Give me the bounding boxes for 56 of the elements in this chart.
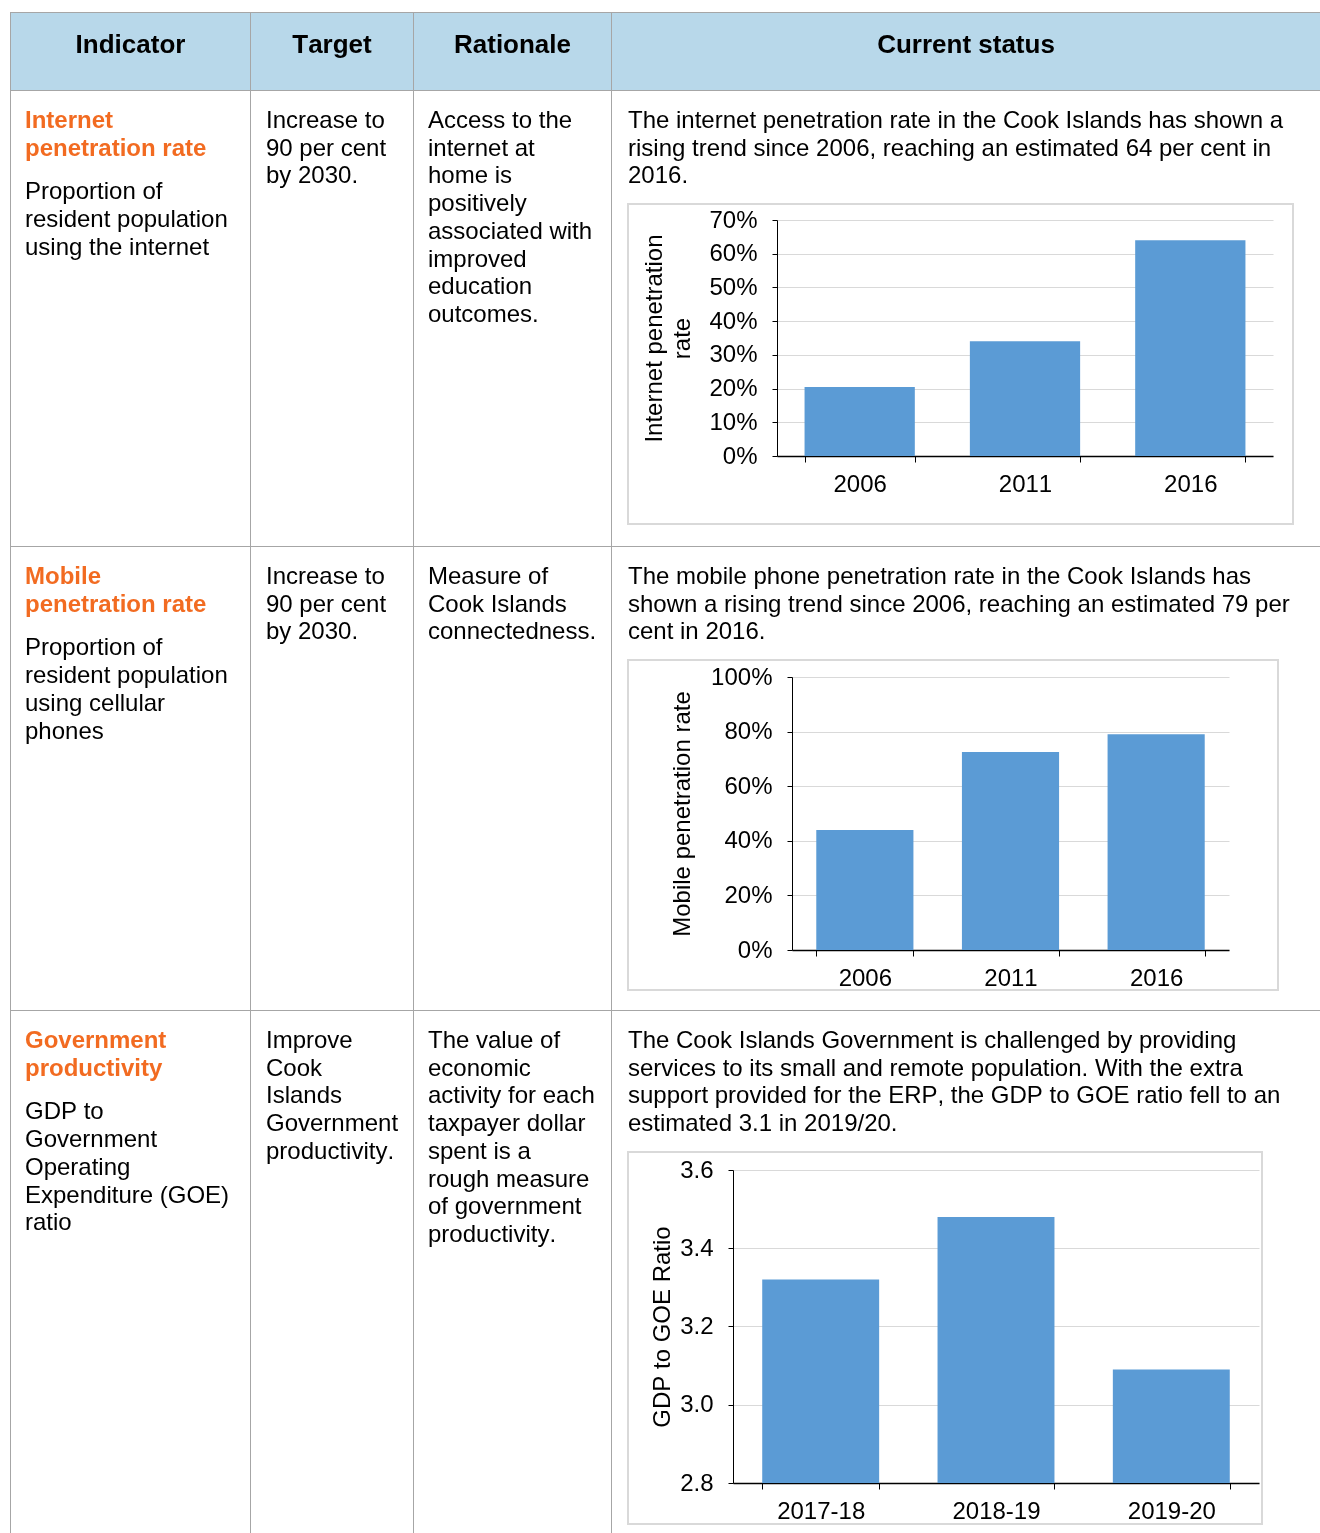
text: Target <box>291 27 373 59</box>
x-tick-label: 2006 <box>833 469 887 497</box>
y-tick-label: 40% <box>709 306 758 334</box>
y-tick-label: 3.0 <box>680 1390 714 1418</box>
y-tick-label: 2.8 <box>680 1468 714 1496</box>
text: Internet penetration rate <box>25 106 208 162</box>
x-tick-label: 2018-19 <box>952 1496 1041 1524</box>
text: Access to the internet at home is positively associated with improved education outcomes. <box>428 106 594 328</box>
y-tick-label: 30% <box>709 340 758 368</box>
y-axis-title: Mobile penetration rate <box>668 691 696 937</box>
text: Current status <box>876 27 1056 59</box>
bar <box>969 341 1081 457</box>
text: Proportion of resident population using cellular phones <box>25 633 229 745</box>
y-tick-label: 3.6 <box>680 1155 714 1183</box>
y-tick-label: 3.4 <box>680 1233 714 1261</box>
text: Proportion of resident population using the internet <box>25 177 229 261</box>
y-tick-label: 60% <box>724 771 773 799</box>
text: GDP to Government Operating Expenditure (GOE) ratio <box>25 1097 231 1236</box>
y-tick-label: 10% <box>709 407 758 435</box>
x-tick-label: 2011 <box>984 963 1038 991</box>
bar <box>961 752 1060 951</box>
x-tick-label: 2011 <box>998 469 1053 497</box>
bar <box>816 829 914 951</box>
text: Increase to 90 per cent by 2030. <box>266 106 388 190</box>
y-axis-title: Internet penetration rate <box>640 234 696 443</box>
text: Mobile penetration rate <box>25 562 208 618</box>
y-tick-label: 80% <box>724 717 773 745</box>
y-tick-label: 0% <box>722 441 758 469</box>
y-tick-label: 20% <box>709 374 758 402</box>
y-tick-label: 0% <box>737 935 773 963</box>
x-tick-label: 2016 <box>1164 469 1218 497</box>
text: Measure of Cook Islands connectedness. <box>428 562 598 646</box>
y-tick-label: 3.2 <box>680 1311 714 1339</box>
text: Rationale <box>453 27 572 59</box>
y-tick-label: 70% <box>709 205 758 233</box>
chart-title: The Cook Islands Government is challenged by providing services to its small and remote population. With the extra support provided for the ERP, the GDP to GOE ratio fell to an estimated 3.1 in 2019/20. <box>628 1026 1282 1137</box>
y-tick-label: 50% <box>709 273 758 301</box>
text: Improve Cook Islands Government productivity. <box>266 1026 400 1165</box>
bar <box>804 387 915 457</box>
text: Increase to 90 per cent by 2030. <box>266 562 388 646</box>
x-tick-label: 2006 <box>838 963 893 991</box>
text: Government productivity <box>25 1026 168 1082</box>
y-tick-label: 60% <box>709 239 758 267</box>
y-tick-label: 40% <box>724 826 773 854</box>
y-tick-label: 100% <box>711 662 773 690</box>
bar <box>1135 240 1246 457</box>
bar <box>1107 734 1205 951</box>
chart-title: The internet penetration rate in the Cook Islands has shown a rising trend since 2006, reaching an estimated 64 per cent in 2016. <box>628 106 1285 190</box>
y-tick-label: 20% <box>724 881 773 909</box>
chart-title: The mobile phone penetration rate in the Cook Islands has shown a rising trend since 2006, reaching an estimated 79 per cent in 2016. <box>628 562 1291 646</box>
text: Indicator <box>74 27 187 59</box>
x-tick-label: 2019-20 <box>1127 1496 1216 1524</box>
x-tick-label: 2017-18 <box>777 1496 866 1524</box>
x-tick-label: 2016 <box>1129 963 1184 991</box>
text: The value of economic activity for each taxpayer dollar spent is a rough measure of government productivity. <box>428 1026 596 1248</box>
y-axis-title: GDP to GOE Ratio <box>648 1226 676 1428</box>
